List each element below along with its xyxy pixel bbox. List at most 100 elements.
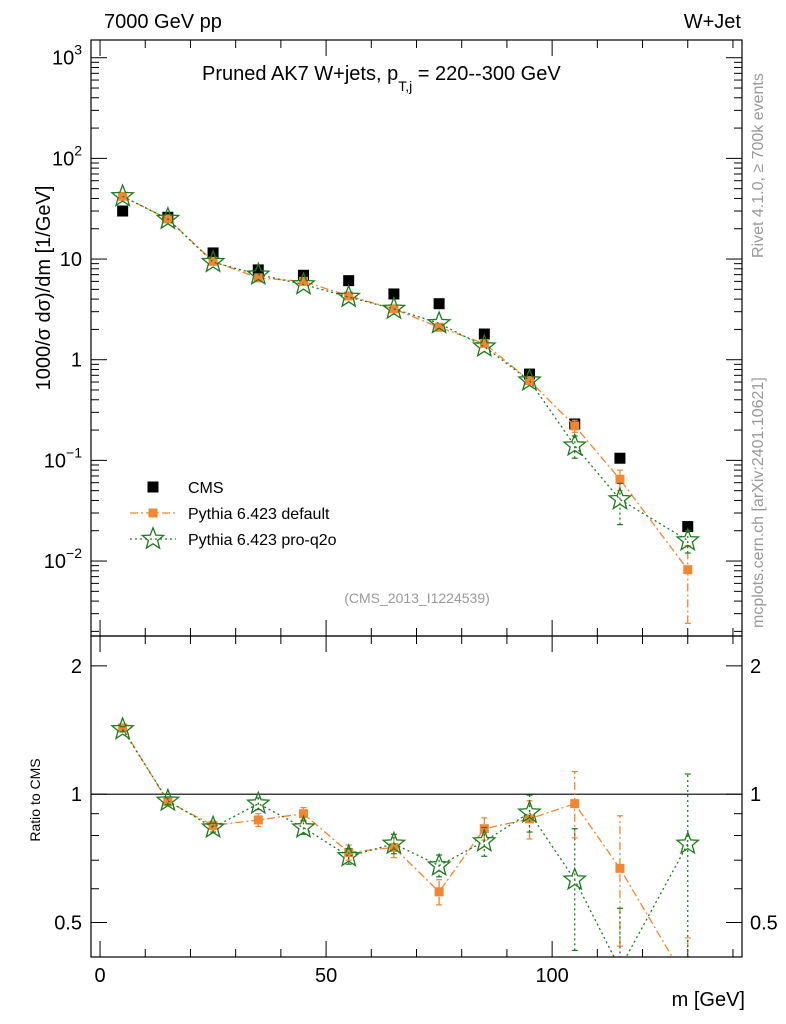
ratio-y-tick-label-left: 0.5	[54, 913, 82, 935]
tick-base: 10	[44, 450, 66, 472]
tick-base: 1	[71, 350, 82, 372]
tick-base: 10	[52, 148, 74, 170]
marker-square	[524, 368, 536, 380]
marker-square	[682, 521, 694, 533]
marker-square	[297, 269, 309, 281]
marker-square	[253, 273, 263, 283]
tick-exponent: −2	[66, 545, 82, 561]
legend-label: CMS	[188, 480, 224, 497]
ratio-y-tick-label-left: 2	[71, 656, 82, 678]
marker-star	[562, 866, 588, 891]
marker-square	[615, 474, 625, 484]
ratio-panel-frame	[90, 635, 743, 958]
series-pythia-6-423-default	[118, 723, 692, 988]
series-pythia-6-423-pro-q2o	[110, 183, 701, 554]
series-line	[122, 727, 674, 957]
main-title-tail: = 220--300 GeV	[412, 63, 561, 85]
marker-star	[155, 205, 181, 230]
marker-square	[614, 452, 626, 464]
series-pythia-6-423-default	[118, 191, 693, 625]
marker-star	[155, 787, 181, 812]
marker-star	[607, 486, 633, 510]
marker-square	[207, 247, 219, 259]
x-tick-label: 0	[94, 965, 105, 987]
main-y-tick-label: 10−2	[44, 545, 82, 573]
marker-square	[147, 481, 159, 493]
ratio-y-tick-label-right: 0.5	[750, 913, 778, 935]
main-y-tick-label: 10	[60, 249, 82, 271]
marker-square	[298, 809, 308, 819]
legend: CMS Pythia 6.423 default Pythia 6.423 pro-…	[130, 480, 337, 550]
main-title: Pruned AK7 W+jets, pT,j = 220--300 GeV	[202, 63, 561, 94]
main-title-subscript: T,j	[398, 78, 412, 94]
tick-exponent: −1	[66, 444, 82, 460]
marker-square	[615, 863, 625, 873]
marker-square	[208, 256, 218, 266]
x-tick-label: 50	[315, 965, 337, 987]
marker-square	[389, 304, 399, 314]
marker-square	[434, 322, 444, 332]
marker-star	[619, 955, 621, 957]
analysis-label: (CMS_2013_I1224539)	[344, 590, 490, 606]
marker-square	[525, 814, 535, 824]
marker-star	[245, 261, 271, 286]
marker-square	[388, 288, 400, 300]
marker-star	[200, 814, 226, 839]
main-y-tick-label: 103	[52, 42, 82, 70]
legend-label: Pythia 6.423 pro-q2o	[188, 532, 337, 549]
marker-star	[426, 310, 452, 334]
x-axis-title: m [GeV]	[672, 989, 745, 1011]
marker-square	[343, 275, 355, 287]
marker-star	[291, 271, 316, 295]
main-title-text: Pruned AK7 W+jets, p	[202, 63, 398, 85]
series-line	[122, 728, 689, 957]
main-y-axis-title: 1000/σ dσ)/dm [1/GeV]	[33, 186, 55, 391]
main-y-tick-label: 1	[71, 350, 82, 372]
marker-star	[471, 828, 497, 852]
marker-square	[344, 291, 354, 301]
marker-square	[252, 264, 264, 276]
ratio-y-tick-label-left: 1	[71, 784, 82, 806]
tick-exponent: 2	[74, 142, 82, 158]
marker-square	[683, 979, 692, 988]
marker-star	[200, 249, 226, 273]
tick-exponent: 3	[74, 42, 82, 58]
marker-square	[570, 799, 580, 809]
ratio-y-tick-label-right: 1	[750, 784, 761, 806]
marker-star	[562, 432, 588, 457]
marker-star	[336, 283, 362, 308]
marker-square	[525, 376, 535, 386]
marker-star	[517, 367, 542, 392]
marker-star	[110, 716, 136, 740]
marker-square	[683, 565, 693, 575]
ratio-y-axis-title: Ratio to CMS	[27, 758, 43, 841]
main-panel-series	[110, 183, 701, 625]
marker-square	[434, 887, 444, 897]
marker-square	[148, 508, 158, 518]
marker-square	[118, 723, 128, 733]
x-tick-label: 100	[535, 965, 568, 987]
marker-star	[517, 799, 542, 824]
marker-square	[298, 276, 308, 286]
marker-star	[675, 830, 701, 855]
marker-square	[163, 797, 173, 807]
main-y-tick-label: 10−1	[44, 444, 82, 472]
marker-square	[570, 421, 580, 431]
marker-star	[336, 843, 362, 867]
marker-square	[433, 298, 445, 310]
main-y-tick-label: 102	[52, 142, 82, 170]
tick-base: 10	[52, 48, 74, 70]
legend-item: CMS	[147, 480, 224, 497]
mcplots-label: mcplots.cern.ch [arXiv:2401.10621]	[750, 377, 767, 628]
tick-base: 10	[60, 249, 82, 271]
header-right-label: W+Jet	[684, 11, 742, 33]
marker-square	[253, 815, 263, 825]
header-left-label: 7000 GeV pp	[104, 11, 222, 33]
ratio-panel-series	[110, 716, 701, 988]
rivet-label: Rivet 4.1.0, ≥ 700k events	[750, 73, 767, 258]
tick-base: 10	[44, 551, 66, 573]
marker-star	[381, 295, 407, 320]
marker-star	[291, 814, 316, 839]
